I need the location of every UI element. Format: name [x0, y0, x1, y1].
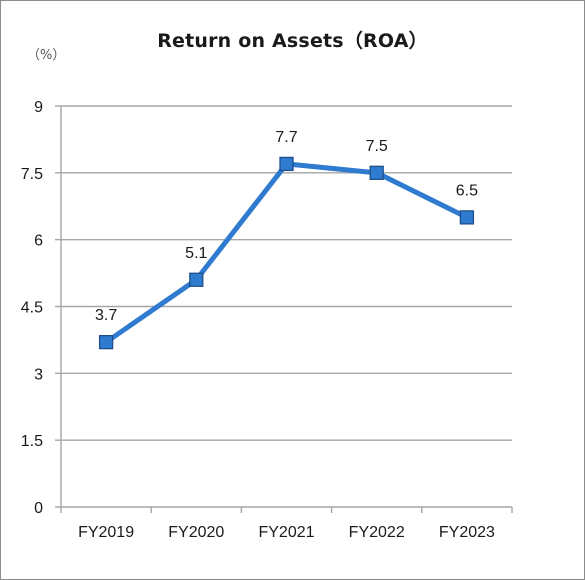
- x-tick-label-fy2023: FY2023: [439, 524, 495, 541]
- data-label-fy2023: 6.5: [456, 182, 478, 199]
- x-tick-labels: FY2019 FY2020 FY2021 FY2022 FY2023: [78, 524, 495, 541]
- data-point-fy2022: [369, 165, 384, 180]
- y-tick-label-1: 1.5: [21, 433, 43, 450]
- y-tick-label-2: 3: [34, 366, 43, 383]
- data-label-fy2022: 7.5: [366, 138, 388, 155]
- data-point-fy2023: [459, 210, 475, 225]
- gridlines: [61, 105, 512, 508]
- x-tick-label-fy2019: FY2019: [78, 524, 134, 541]
- data-label-fy2019: 3.7: [95, 307, 117, 324]
- data-point-fy2020: [189, 272, 204, 287]
- y-tick-labels: 0 1.5 3 4.5 6 7.5 9: [21, 99, 43, 517]
- axes: [55, 105, 513, 513]
- data-point-fy2019: [98, 334, 114, 350]
- x-tick-label-fy2022: FY2022: [349, 524, 405, 541]
- data-point-fy2021: [279, 156, 294, 172]
- x-tick-label-fy2021: FY2021: [258, 524, 314, 541]
- y-tick-label-5: 7.5: [21, 166, 43, 183]
- y-tick-label-6: 9: [34, 99, 43, 116]
- x-tick-label-fy2020: FY2020: [168, 524, 224, 541]
- data-label-fy2021: 7.7: [275, 129, 297, 146]
- y-axis-unit-label: （%）: [27, 48, 66, 63]
- y-tick-label-4: 6: [34, 233, 43, 250]
- y-tick-label-0: 0: [34, 500, 43, 517]
- series-line-0: [103, 161, 470, 345]
- chart-title: Return on Assets（ROA）: [157, 30, 428, 52]
- data-labels: 3.7 5.1 7.7 7.5 6.5: [95, 129, 478, 324]
- y-tick-label-3: 4.5: [21, 300, 43, 317]
- data-label-fy2020: 5.1: [185, 245, 207, 262]
- series-roa: [98, 156, 475, 350]
